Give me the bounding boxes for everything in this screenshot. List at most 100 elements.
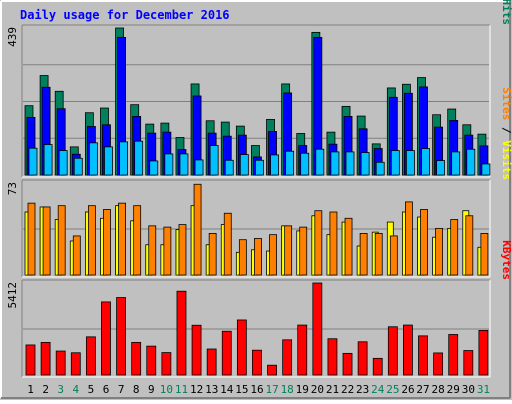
bar-pages-day-18	[285, 150, 295, 176]
bar-pages-day-10	[164, 153, 174, 176]
bar-sites-day-23	[359, 233, 368, 276]
y-axis-max-label: 439	[6, 27, 19, 47]
bar-pages-day-14	[224, 159, 234, 176]
bar-sites-day-15	[238, 239, 247, 276]
bar-kbytes-day-5	[85, 336, 96, 376]
bar-sites-day-18	[284, 225, 293, 276]
bar-sites-day-12	[193, 183, 202, 276]
day-label-19: 19	[296, 383, 309, 396]
day-label-6: 6	[103, 383, 110, 396]
bar-kbytes-day-13	[206, 348, 217, 376]
bar-sites-day-28	[435, 227, 444, 276]
bar-sites-day-16	[254, 238, 262, 276]
bar-sites-day-26	[405, 201, 413, 276]
bar-pages-day-12	[194, 159, 204, 176]
bar-kbytes-day-2	[40, 341, 51, 376]
day-label-14: 14	[220, 383, 234, 396]
legend-separator: /	[500, 120, 512, 140]
bar-kbytes-day-19	[297, 324, 308, 376]
bar-kbytes-day-30	[463, 350, 474, 376]
bar-kbytes-day-11	[176, 290, 187, 376]
day-label-17: 17	[265, 383, 278, 396]
chart-panels: 439 Pages / Files / Hits 73 Sites / Visits 5…	[6, 0, 512, 378]
day-label-18: 18	[281, 383, 294, 396]
bar-sites-day-19	[299, 226, 308, 276]
bar-pages-day-2	[43, 144, 53, 176]
y-axis-max-label: 73	[6, 182, 19, 195]
bar-pages-day-1	[28, 147, 38, 176]
day-labels: 1 2 3 4 5 6 7 8 9 10 11 12 13 14 15 16 17 18 19 20 21 22 23 24 2…	[27, 383, 490, 396]
bar-sites-day-27	[420, 209, 428, 276]
day-label-20: 20	[311, 383, 324, 396]
day-label-28: 28	[432, 383, 445, 396]
bar-pages-day-3	[58, 150, 68, 176]
bar-pages-day-31	[481, 163, 491, 176]
bar-kbytes-day-20	[312, 282, 323, 376]
bar-kbytes-day-9	[146, 345, 157, 376]
bar-kbytes-day-16	[252, 349, 262, 376]
day-label-5: 5	[88, 383, 95, 396]
bar-kbytes-day-24	[372, 357, 383, 376]
day-label-21: 21	[326, 383, 339, 396]
panel-2: 73 Sites / Visits	[6, 87, 512, 278]
bar-kbytes-day-8	[131, 341, 142, 376]
day-label-3: 3	[57, 383, 64, 396]
bar-pages-day-5	[88, 142, 98, 176]
day-label-13: 13	[205, 383, 218, 396]
day-label-9: 9	[148, 383, 155, 396]
day-label-31: 31	[477, 383, 490, 396]
bar-sites-day-10	[163, 226, 172, 276]
bar-pages-day-23	[360, 152, 370, 176]
legend: Sites / Visits	[500, 87, 512, 180]
bar-sites-day-7	[118, 202, 126, 276]
bar-kbytes-day-12	[191, 324, 202, 376]
bar-pages-day-7	[119, 141, 128, 176]
bar-kbytes-day-23	[357, 341, 368, 376]
bar-pages-day-27	[421, 148, 430, 176]
day-label-27: 27	[416, 383, 429, 396]
chart-title: Daily usage for December 2016	[20, 8, 230, 22]
bar-pages-day-25	[390, 150, 400, 176]
bar-kbytes-day-17	[267, 364, 277, 376]
bar-sites-day-6	[103, 209, 111, 276]
day-label-24: 24	[371, 383, 385, 396]
bar-sites-day-21	[329, 211, 338, 276]
bar-pages-day-29	[451, 151, 461, 176]
bar-sites-day-3	[57, 205, 66, 276]
bar-pages-day-13	[209, 145, 219, 176]
bar-kbytes-day-1	[25, 344, 36, 376]
bar-kbytes-day-18	[282, 339, 293, 376]
bar-kbytes-day-15	[236, 319, 247, 376]
bar-kbytes-day-26	[403, 324, 413, 376]
day-label-25: 25	[386, 383, 399, 396]
bar-pages-day-30	[466, 148, 476, 176]
bar-pages-day-22	[345, 151, 355, 176]
bar-kbytes-day-7	[116, 297, 126, 376]
day-label-10: 10	[160, 383, 173, 396]
bar-pages-day-24	[375, 161, 385, 176]
bar-pages-day-8	[134, 140, 144, 176]
legend-entry: Sites	[500, 87, 512, 120]
day-label-22: 22	[341, 383, 354, 396]
day-label-16: 16	[250, 383, 263, 396]
legend: Pages / Files / Hits	[500, 0, 512, 25]
day-label-2: 2	[42, 383, 49, 396]
bar-sites-day-9	[148, 225, 157, 276]
legend-entry: KBytes	[500, 240, 512, 280]
bar-sites-day-5	[87, 205, 96, 276]
bar-kbytes-day-27	[418, 335, 428, 376]
bar-sites-day-25	[389, 235, 398, 276]
bar-kbytes-day-21	[327, 338, 338, 376]
bar-pages-day-4	[73, 157, 83, 176]
bar-sites-day-11	[178, 224, 187, 276]
bar-sites-day-24	[374, 233, 383, 276]
bar-sites-day-14	[223, 212, 232, 276]
bar-kbytes-day-28	[433, 352, 444, 376]
bar-sites-day-20	[314, 210, 323, 276]
bar-kbytes-day-29	[448, 334, 459, 376]
bar-pages-day-15	[239, 154, 249, 176]
day-label-23: 23	[356, 383, 369, 396]
y-axis-max-label: 5412	[6, 282, 19, 309]
